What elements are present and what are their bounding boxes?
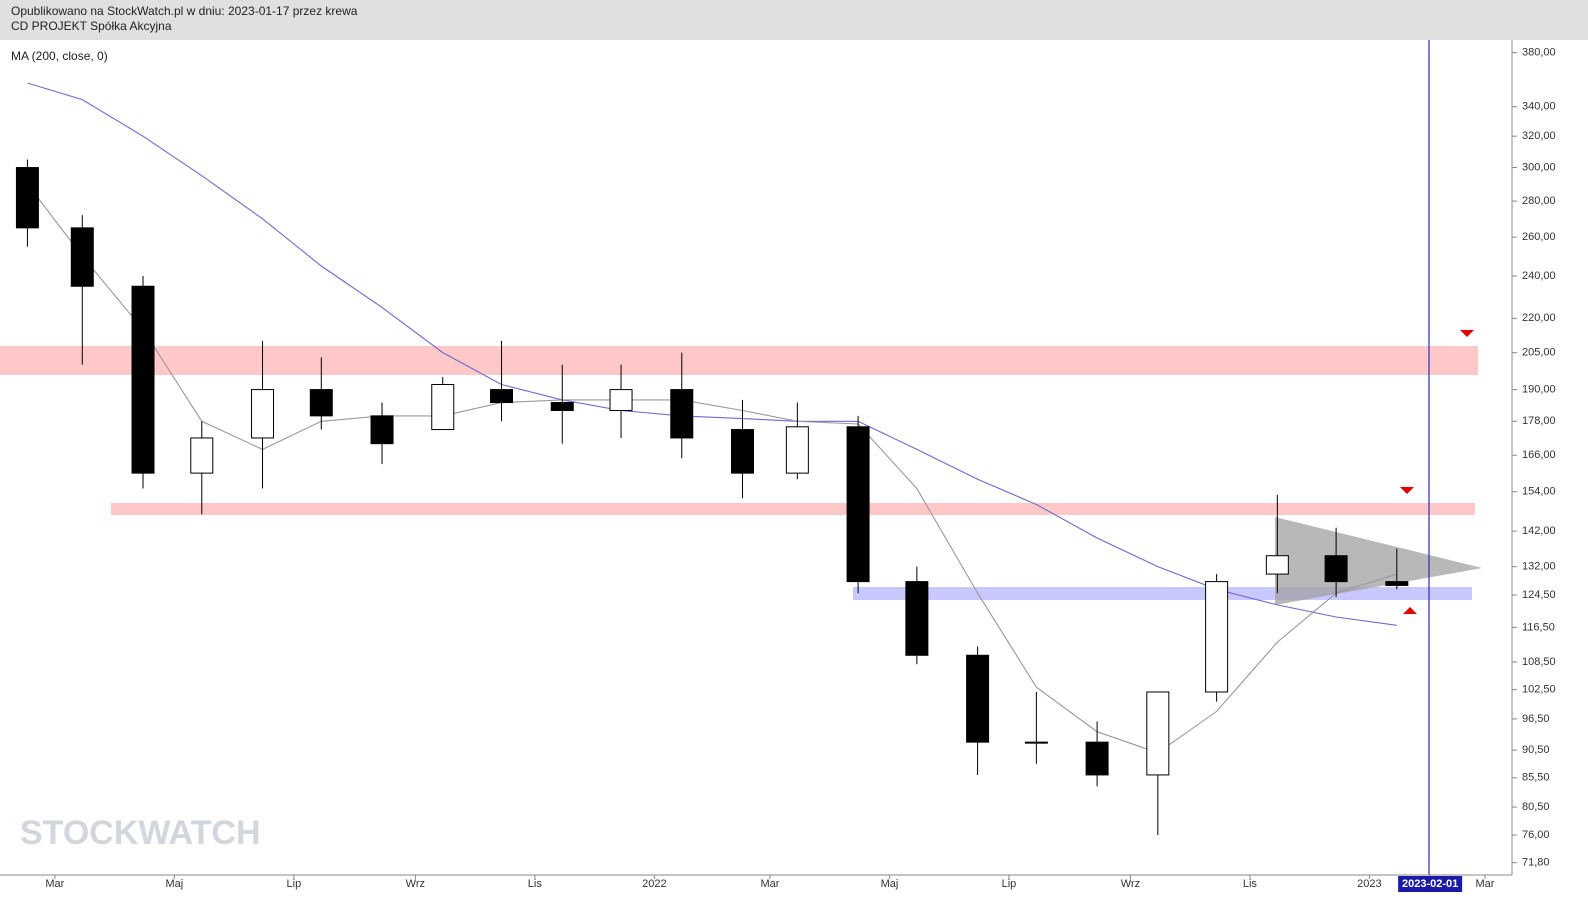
- y-tick-label: 260,00: [1522, 231, 1556, 243]
- candle-body: [550, 402, 574, 411]
- annotations: [0, 40, 1482, 875]
- candle-body: [431, 383, 455, 431]
- x-tick-label: Maj: [881, 878, 899, 890]
- x-tick-label: Maj: [165, 878, 183, 890]
- x-tick-label: Lis: [1243, 878, 1258, 890]
- triangle-pattern: [1275, 517, 1482, 605]
- support-zone: [111, 503, 1475, 515]
- y-tick-label: 85,50: [1522, 772, 1550, 784]
- y-tick-label: 142,00: [1522, 525, 1556, 537]
- watermark: STOCKWATCH: [20, 814, 261, 852]
- candle-body: [309, 389, 333, 417]
- ma-line: [27, 82, 1397, 626]
- candle-body: [490, 389, 514, 404]
- y-tick-label: 80,50: [1522, 801, 1550, 813]
- candle-body: [1205, 581, 1229, 693]
- x-tick-label: Mar: [45, 878, 64, 890]
- header-line: Opublikowano na StockWatch.pl w dniu: 20…: [11, 4, 358, 18]
- arrow-down: [1400, 487, 1414, 494]
- x-tick-label: Wrz: [406, 878, 425, 890]
- x-tick-label: Lip: [287, 878, 302, 890]
- y-tick-label: 190,00: [1522, 383, 1556, 395]
- y-tick-label: 124,50: [1522, 589, 1556, 601]
- ma-line: [26, 183, 1397, 754]
- y-tick-label: 132,00: [1522, 561, 1556, 573]
- y-tick-label: 340,00: [1522, 101, 1556, 113]
- x-tick-label: Mar: [1476, 878, 1495, 890]
- candle-body: [905, 581, 929, 656]
- y-tick-label: 154,00: [1522, 486, 1556, 498]
- y-tick-label: 380,00: [1522, 47, 1556, 59]
- candle-body: [1265, 555, 1289, 575]
- y-tick-label: 300,00: [1522, 161, 1556, 173]
- y-tick-label: 71,80: [1522, 857, 1550, 869]
- y-tick-label: 108,50: [1522, 656, 1556, 668]
- candle-body: [70, 227, 94, 287]
- arrow-up: [1403, 607, 1417, 614]
- candle-body: [1024, 741, 1048, 744]
- header-band: [0, 0, 1588, 40]
- y-tick-label: 76,00: [1522, 829, 1550, 841]
- x-tick-label: 2023: [1357, 878, 1381, 890]
- candle-body: [1085, 741, 1109, 776]
- y-tick-label: 205,00: [1522, 347, 1556, 359]
- y-tick-label: 178,00: [1522, 415, 1556, 427]
- y-tick-label: 166,00: [1522, 449, 1556, 461]
- candle-body: [846, 426, 870, 583]
- y-tick-label: 116,50: [1522, 621, 1555, 633]
- y-tick-label: 320,00: [1522, 130, 1556, 142]
- y-tick-label: 280,00: [1522, 195, 1556, 207]
- y-tick-label: 220,00: [1522, 312, 1556, 324]
- candle-body: [251, 389, 275, 439]
- x-tick-label: Lip: [1002, 878, 1017, 890]
- legend-entry: MA (200, close, 0): [11, 49, 108, 63]
- candle-body: [15, 167, 39, 229]
- candle-body: [131, 285, 155, 474]
- x-tick-highlight: [1398, 876, 1463, 892]
- x-tick-label: Lis: [528, 878, 543, 890]
- candle-body: [190, 437, 214, 474]
- resistance-zone: [0, 346, 1478, 375]
- candle-body: [1324, 555, 1348, 583]
- candle-body: [670, 389, 694, 439]
- candle-body: [731, 429, 754, 474]
- support-zone: [853, 587, 1472, 600]
- x-tick-label: 2023-02-01: [1402, 878, 1458, 890]
- candle-body: [609, 389, 633, 411]
- x-tick-label: 2022: [642, 878, 666, 890]
- x-tick-label: Mar: [760, 878, 779, 890]
- candle-body: [966, 654, 990, 743]
- x-tick-label: Wrz: [1121, 878, 1140, 890]
- candle-body: [370, 415, 394, 445]
- y-tick-label: 240,00: [1522, 270, 1556, 282]
- header-line: CD PROJEKT Spółka Akcyjna: [11, 19, 172, 33]
- plot: [15, 82, 1409, 836]
- arrow-down: [1460, 330, 1474, 337]
- y-tick-label: 96,50: [1522, 713, 1550, 725]
- candle-body: [1385, 581, 1409, 586]
- y-tick-label: 90,50: [1522, 744, 1550, 756]
- candle-body: [1146, 691, 1170, 776]
- y-tick-label: 102,50: [1522, 684, 1556, 696]
- candle-body: [785, 426, 809, 474]
